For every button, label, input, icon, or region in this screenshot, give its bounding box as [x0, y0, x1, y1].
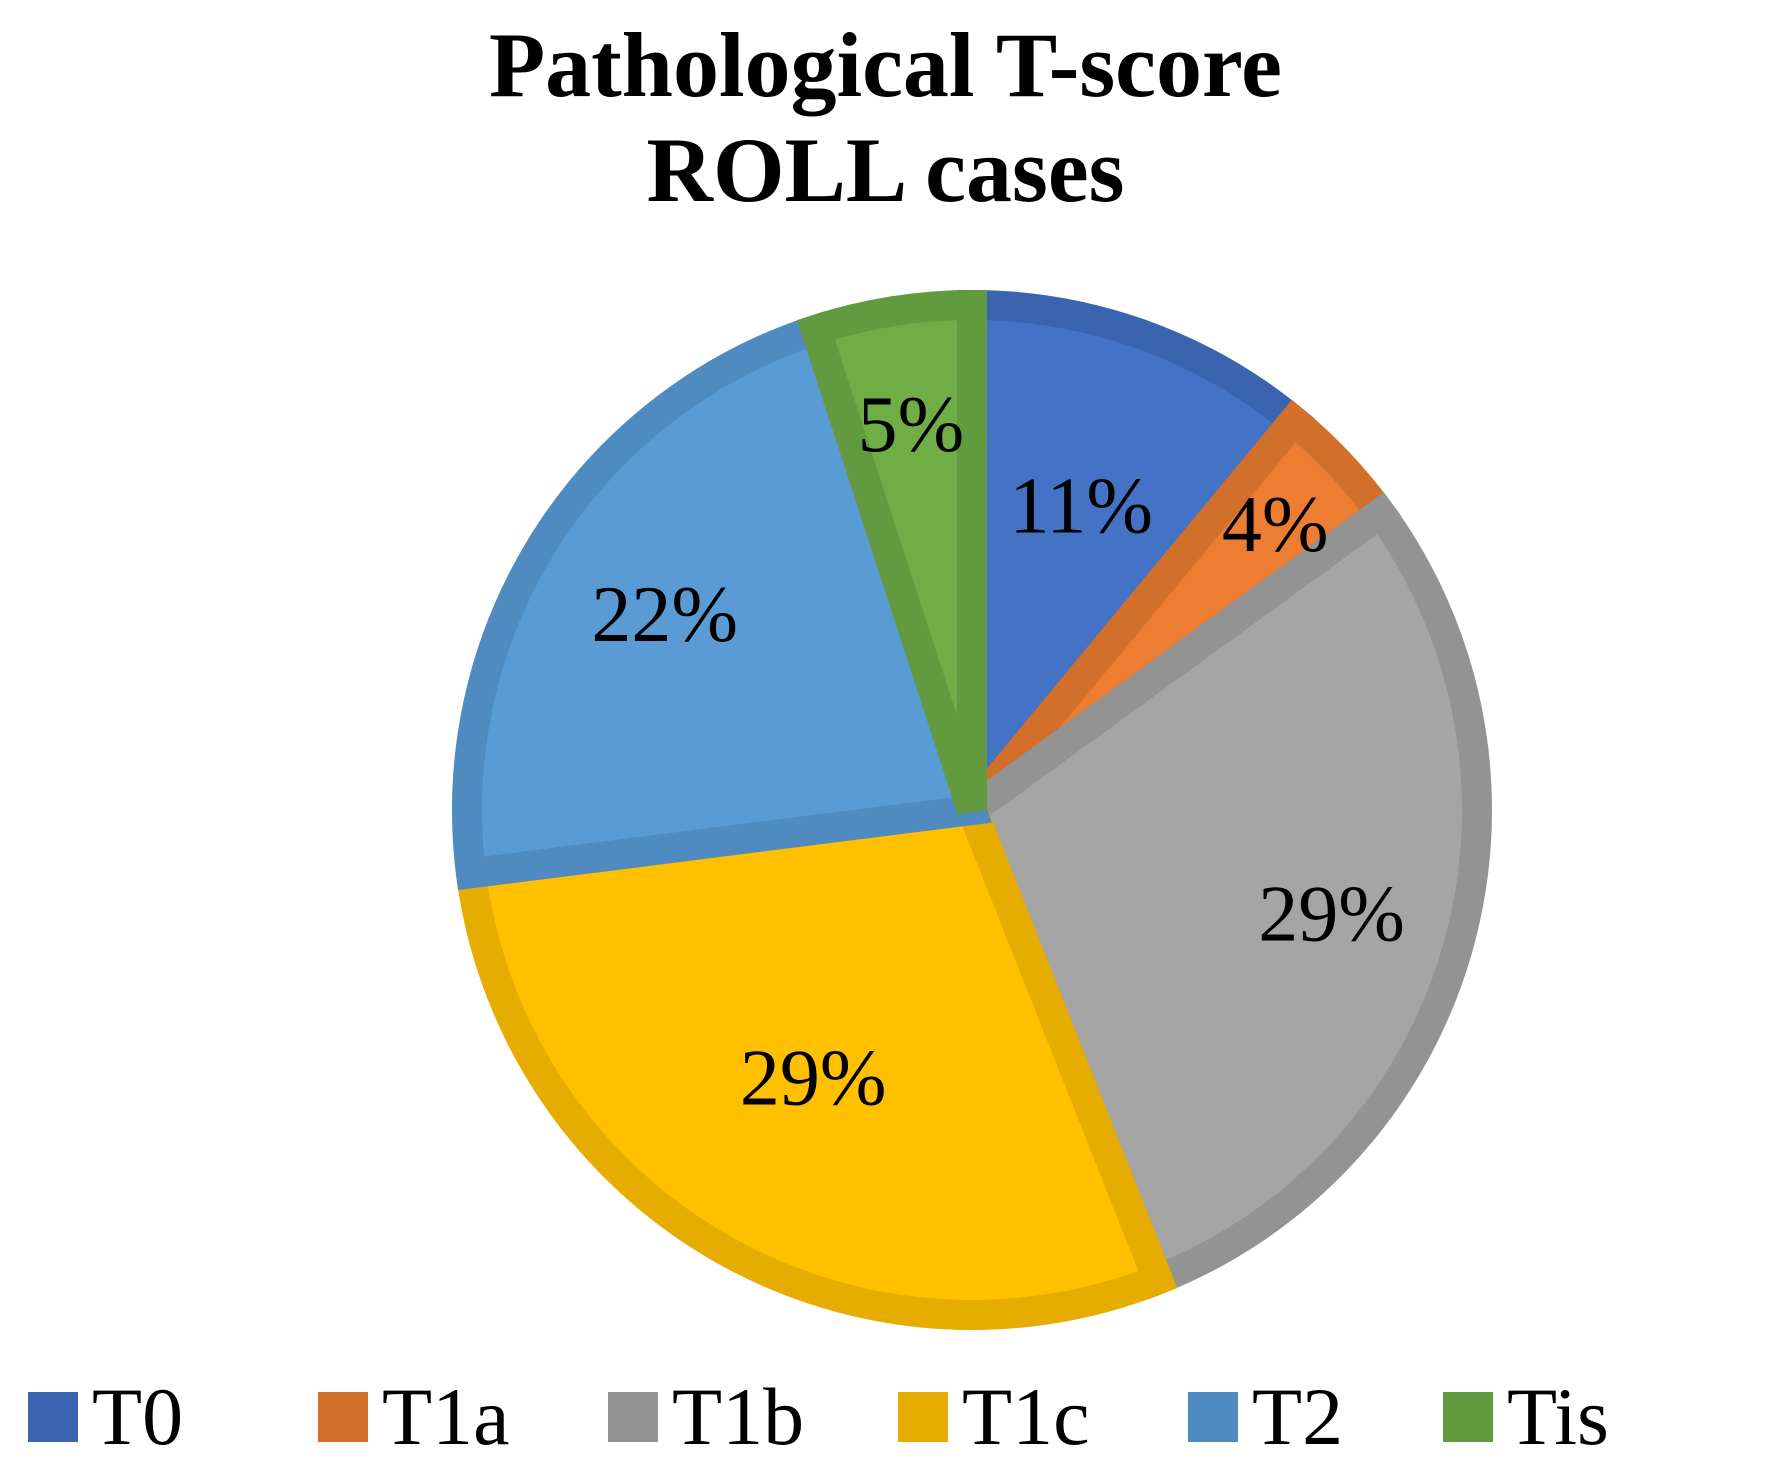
legend-item-t1a: T1a	[318, 1372, 509, 1462]
legend-item-t0: T0	[28, 1372, 183, 1462]
legend-item-t1c: T1c	[898, 1372, 1089, 1462]
legend-swatch-t1a	[318, 1392, 368, 1442]
chart-legend: T0 T1a T1b T1c T2 Tis	[28, 1372, 1768, 1462]
legend-item-tis: Tis	[1443, 1372, 1609, 1462]
legend-swatch-t1b	[608, 1392, 658, 1442]
legend-swatch-tis	[1443, 1392, 1493, 1442]
pie-slice-t1b	[953, 492, 1492, 1300]
legend-label-t1c: T1c	[962, 1371, 1090, 1462]
chart-title-line-2: ROLL cases	[646, 119, 1125, 221]
data-label-t1c: 29%	[740, 1035, 887, 1123]
legend-label-t1b: T1b	[672, 1371, 805, 1462]
data-label-t0: 11%	[1009, 463, 1153, 551]
data-label-t1a: 4%	[1222, 481, 1329, 569]
legend-swatch-t2	[1188, 1392, 1238, 1442]
data-label-tis: 5%	[858, 381, 965, 469]
data-label-t2: 22%	[591, 571, 738, 659]
legend-item-t1b: T1b	[608, 1372, 804, 1462]
legend-swatch-t0	[28, 1392, 78, 1442]
legend-label-tis: Tis	[1507, 1371, 1609, 1462]
data-label-t1b: 29%	[1258, 870, 1405, 958]
pie-slice-tis	[797, 289, 987, 815]
pie-slice-t0	[957, 289, 1316, 852]
legend-label-t2: T2	[1252, 1371, 1344, 1462]
legend-label-t0: T0	[92, 1371, 184, 1462]
pie-slice-t1c	[454, 793, 1178, 1330]
legend-swatch-t1c	[898, 1392, 948, 1442]
chart-title-line-1: Pathological T-score	[488, 14, 1283, 116]
legend-label-t1a: T1a	[382, 1371, 510, 1462]
legend-item-t2: T2	[1188, 1372, 1343, 1462]
